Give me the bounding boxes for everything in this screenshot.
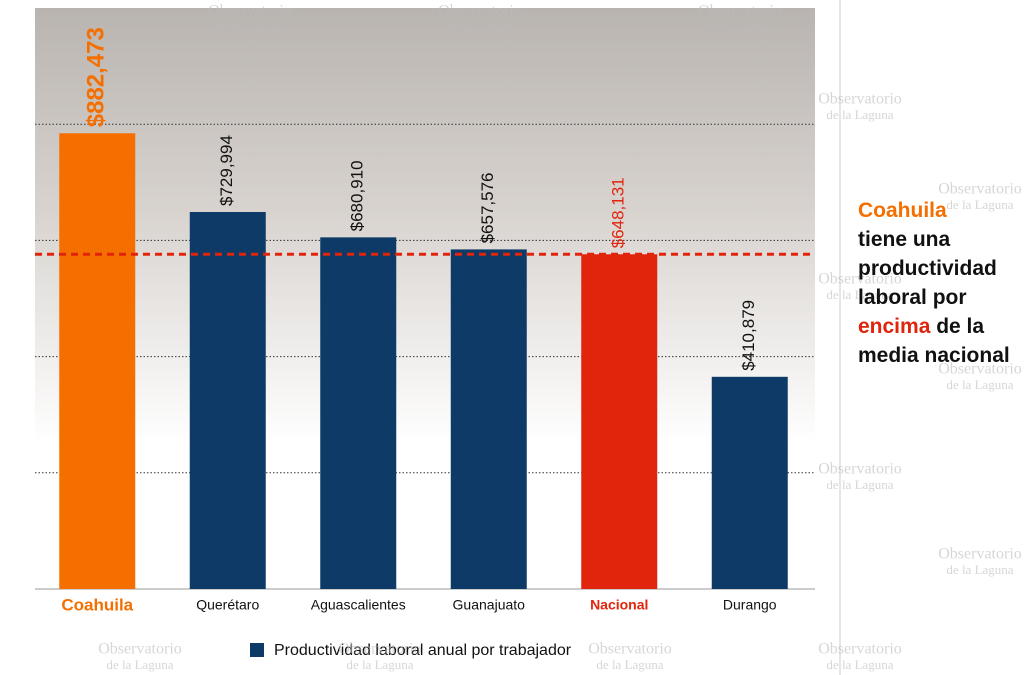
watermark: Observatorio xyxy=(338,641,422,658)
watermark: de la Laguna xyxy=(106,657,173,672)
x-tick-label: Coahuila xyxy=(61,595,133,614)
bar xyxy=(59,133,136,590)
x-tick-label: Durango xyxy=(723,597,777,613)
watermark: de la Laguna xyxy=(346,657,413,672)
annotation-text: laboral por xyxy=(858,286,967,309)
watermark: Observatorio xyxy=(98,641,182,658)
annotation: Coahuila tiene una productividad laboral po… xyxy=(858,196,1010,370)
watermark: Observatorio xyxy=(938,546,1022,563)
bar xyxy=(450,249,527,589)
legend-swatch xyxy=(250,643,264,657)
watermark: de la Laguna xyxy=(826,287,893,302)
value-label: $882,473 xyxy=(83,27,110,127)
bar xyxy=(581,254,658,589)
bar xyxy=(320,237,397,589)
bar xyxy=(711,376,788,589)
watermark: Observatorio xyxy=(588,641,672,658)
annotation-line: productividad xyxy=(858,254,1010,283)
watermark: de la Laguna xyxy=(946,197,1013,212)
watermark: Observatorio xyxy=(938,181,1022,198)
watermark: Observatorio xyxy=(208,3,292,20)
annotation-line: tiene una xyxy=(858,225,1010,254)
watermark: Observatorio xyxy=(938,361,1022,378)
annotation-text: productividad xyxy=(858,257,997,280)
watermark: de la Laguna xyxy=(826,107,893,122)
x-tick-label: Guanajuato xyxy=(453,597,526,613)
watermark: Observatorio xyxy=(818,461,902,478)
watermark: de la Laguna xyxy=(946,377,1013,392)
watermark: de la Laguna xyxy=(596,657,663,672)
annotation-line: Coahuila xyxy=(858,196,1010,225)
watermark: de la Laguna xyxy=(216,19,283,34)
annotation-line: laboral por xyxy=(858,283,1010,312)
annotation-text: de la xyxy=(930,315,985,338)
x-tick-label: Aguascalientes xyxy=(311,597,406,613)
watermark: de la Laguna xyxy=(826,477,893,492)
background-photo xyxy=(35,8,815,589)
watermark: de la Laguna xyxy=(946,562,1013,577)
watermark: Observatorio xyxy=(818,91,902,108)
value-label: $680,910 xyxy=(348,160,367,231)
x-tick-label: Nacional xyxy=(590,597,648,613)
value-label: $648,131 xyxy=(609,177,628,248)
annotation-text: encima xyxy=(858,315,931,338)
bar xyxy=(189,211,266,589)
annotation-line: media nacional xyxy=(858,341,1010,370)
value-label: $410,879 xyxy=(739,300,758,371)
annotation-text: Coahuila xyxy=(858,199,947,222)
watermark: Observatorio xyxy=(698,3,782,20)
x-tick-label: Querétaro xyxy=(196,597,259,613)
watermark: de la Laguna xyxy=(826,657,893,672)
watermark: Observatorio xyxy=(818,271,902,288)
annotation-text: tiene una xyxy=(858,228,951,251)
watermark: Observatorio xyxy=(438,3,522,20)
legend-label: Productividad laboral anual por trabajad… xyxy=(274,642,572,659)
value-label: $657,576 xyxy=(478,172,497,243)
watermark: de la Laguna xyxy=(706,19,773,34)
annotation-line: encima de la xyxy=(858,312,1010,341)
annotation-text: media nacional xyxy=(858,344,1010,367)
value-label: $729,994 xyxy=(217,135,236,206)
watermark: de la Laguna xyxy=(446,19,513,34)
watermark: Observatorio xyxy=(818,641,902,658)
